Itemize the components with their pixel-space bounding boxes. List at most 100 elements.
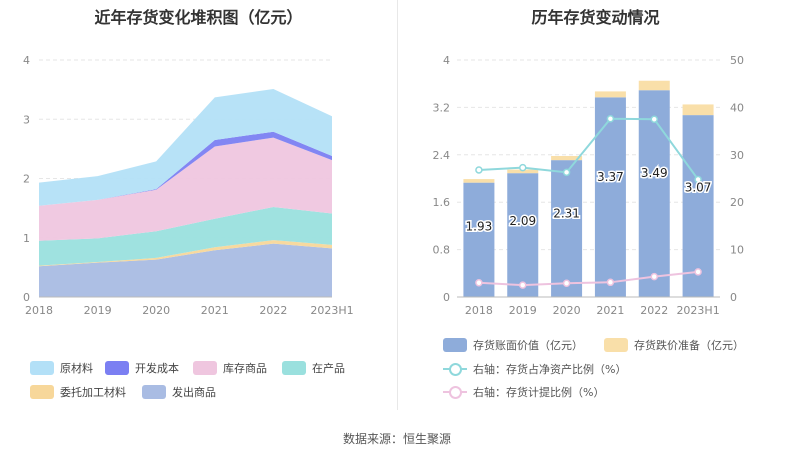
x-tick-label: 2021 [201,304,229,317]
legend-label: 开发成本 [135,362,179,375]
bar-impairment-reserve [682,104,714,116]
area-委托加工材料 [39,240,332,267]
legend-swatch [105,361,129,375]
line-point [606,115,615,123]
bar-data-label: 3.07 [685,180,712,194]
legend-swatch [282,361,306,375]
bar-book-value [682,115,714,297]
legend-swatch [443,338,467,352]
bar-impairment-reserve [594,91,626,98]
bar-data-label: 2.09 [509,214,536,228]
legend-item[interactable]: 委托加工材料 [30,384,126,400]
bar-data-label: 2.31 [553,207,580,221]
right-chart-title: 历年存货变动情况 [531,8,660,27]
legend-label: 存货账面价值（亿元） [473,339,583,352]
area-原材料 [39,89,332,206]
y-tick-label: 2 [23,173,30,186]
y2-tick-label: 40 [730,101,744,114]
area-发出商品 [39,243,332,297]
x-tick-label: 2019 [84,304,112,317]
legend-label: 库存商品 [223,362,267,375]
x-tick-label: 2018 [25,304,53,317]
bar-impairment-reserve [638,80,670,91]
left-chart-title: 近年存货变化堆积图（亿元） [94,8,303,27]
bar-impairment-reserve [551,155,583,161]
bar-data-label: 3.37 [597,170,624,184]
legend-label: 委托加工材料 [60,386,126,399]
panel-divider [397,0,398,410]
x-tick-label: 2020 [142,304,170,317]
legend-label: 右轴：存货占净资产比例（%） [473,363,627,376]
x-tick-label: 2020 [553,304,581,317]
line-point [519,281,527,289]
x-tick-label: 2021 [596,304,624,317]
x-tick-label: 2019 [509,304,537,317]
legend-item[interactable]: 原材料 [30,360,93,376]
line-point [562,168,571,177]
line-series [478,117,699,181]
y-tick-label: 1 [23,232,30,245]
area-在产品 [39,206,332,266]
y-tick-label: 4 [23,54,30,67]
legend-swatch [604,338,628,352]
line-point [475,279,483,287]
x-tick-label: 2023H1 [310,304,353,317]
legend-item[interactable]: 存货跌价准备（亿元） [604,337,744,353]
y2-tick-label: 0 [730,291,737,304]
legend-label: 存货跌价准备（亿元） [634,339,744,352]
x-tick-label: 2023H1 [676,304,719,317]
legend-swatch [443,362,467,376]
legend-swatch [443,385,467,399]
line-point [606,278,615,287]
y-tick-label: 3 [23,113,30,126]
y-tick-label: 2.4 [433,149,451,162]
legend-label: 在产品 [312,362,345,375]
line-point [694,268,702,276]
y-tick-label: 1.6 [433,196,451,209]
legend-marker [449,363,462,376]
y-tick-label: 0.8 [433,244,451,257]
bar-impairment-reserve [507,169,539,174]
line-point [694,175,702,184]
legend-swatch [30,361,54,375]
bar-impairment-reserve [463,179,495,183]
legend-item[interactable]: 发出商品 [142,384,216,400]
y2-tick-label: 30 [730,149,744,162]
legend-item[interactable]: 存货账面价值（亿元） [443,337,583,353]
y2-tick-label: 20 [730,196,744,209]
legend-swatch [193,361,217,375]
bar-data-label: 3.49 [641,166,668,180]
y2-tick-label: 10 [730,244,744,257]
y2-tick-label: 50 [730,54,744,67]
bar-book-value [463,182,495,297]
bar-book-value [638,90,670,297]
legend-marker [449,386,462,399]
x-tick-label: 2022 [259,304,287,317]
bar-book-value [594,97,626,297]
x-tick-label: 2018 [465,304,493,317]
y-tick-label: 0 [443,291,450,304]
x-tick-label: 2022 [640,304,668,317]
legend-item[interactable]: 库存商品 [193,360,267,376]
legend-item[interactable]: 右轴：存货计提比例（%） [443,384,604,400]
line-point [562,279,571,288]
line-series [478,270,699,287]
stacked-area-chart: 0 1 2 3 4 2018 2019 2020 2021 2022 2023H1 [23,54,354,317]
data-source-footer: 数据来源：恒生聚源 [342,432,451,446]
legend-swatch [30,385,54,399]
legend-swatch [142,385,166,399]
bar-data-label: 1.93 [466,220,493,234]
bar-book-value [551,160,583,297]
legend-label: 发出商品 [172,386,216,399]
line-point [475,166,483,174]
area-库存商品 [39,137,332,241]
y-tick-label: 0 [23,291,30,304]
line-point [519,163,527,172]
line-point [650,115,658,123]
legend-item[interactable]: 右轴：存货占净资产比例（%） [443,361,626,377]
legend-item[interactable]: 在产品 [282,360,345,376]
line-point [650,272,658,281]
legend-item[interactable]: 开发成本 [105,360,179,376]
legend-label: 右轴：存货计提比例（%） [473,386,605,399]
